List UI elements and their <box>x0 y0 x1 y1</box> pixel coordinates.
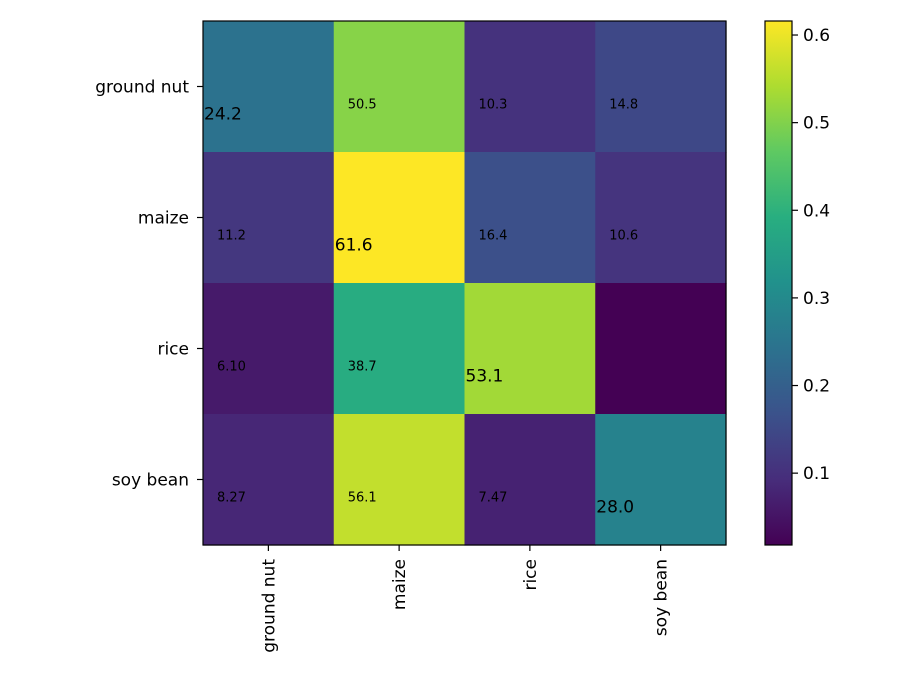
cell-value-label: 8.27 <box>217 491 246 506</box>
colorbar <box>764 20 793 546</box>
colorbar-axis: 0.1 0.2 0.3 0.4 0.5 0.6 <box>792 26 830 484</box>
cell-value-label: 6.10 <box>217 360 246 375</box>
heatmap-cell <box>203 283 335 415</box>
cell-value-label: 16.4 <box>479 229 508 244</box>
cell-value-label: 38.7 <box>348 360 377 375</box>
y-tick-label: ground nut <box>95 78 189 98</box>
heatmap-cell-labels: 24.2 50.5 10.3 14.8 11.2 61.6 16.4 10.6 6.10 38.7… <box>204 98 638 518</box>
colorbar-tick-label: 0.6 <box>803 26 830 46</box>
cell-value-label: 28.0 <box>596 498 634 518</box>
cell-value-label: 56.1 <box>348 491 377 506</box>
colorbar-tick-label: 0.5 <box>803 114 830 134</box>
heatmap-cell <box>333 414 466 546</box>
colorbar-tick-label: 0.2 <box>803 377 830 397</box>
heatmap-cell <box>203 414 335 546</box>
heatmap-cell <box>595 414 727 546</box>
cell-value-label: 10.6 <box>609 229 638 244</box>
heatmap-cell <box>464 283 596 415</box>
heatmap-cell <box>595 21 727 153</box>
y-tick-label: maize <box>138 209 189 229</box>
x-tick-label: rice <box>521 559 541 591</box>
cell-value-label: 14.8 <box>609 98 638 113</box>
heatmap-cells <box>203 21 727 546</box>
x-tick-label: ground nut <box>259 559 279 653</box>
heatmap-cell <box>464 414 596 546</box>
cell-value-label: 53.1 <box>466 367 504 387</box>
heatmap-cell <box>203 152 335 284</box>
heatmap-cell <box>595 283 727 415</box>
cell-value-label: 11.2 <box>217 229 246 244</box>
colorbar-tick-label: 0.4 <box>803 201 830 221</box>
heatmap-cell <box>333 21 466 153</box>
colorbar-tick-label: 0.3 <box>803 289 830 309</box>
heatmap-cell <box>595 152 727 284</box>
heatmap-cell <box>464 21 596 153</box>
cell-value-label: 50.5 <box>348 98 377 113</box>
x-axis: ground nut maize rice soy bean <box>259 545 672 653</box>
heatmap-cell <box>464 152 596 284</box>
plot-frame <box>202 20 727 546</box>
colorbar-tick-label: 0.1 <box>803 464 830 484</box>
cell-value-label: 61.6 <box>335 236 373 256</box>
heatmap-cell <box>203 21 335 153</box>
cell-value-label: 7.47 <box>479 491 508 506</box>
y-axis: ground nut maize rice soy bean <box>95 78 203 491</box>
y-tick-label: rice <box>157 340 189 360</box>
cell-value-label: 10.3 <box>479 98 508 113</box>
heatmap-cell <box>333 283 466 415</box>
heatmap-cell <box>333 152 466 284</box>
y-tick-label: soy bean <box>112 471 189 491</box>
cell-value-label: 24.2 <box>204 105 242 125</box>
x-tick-label: maize <box>390 559 410 610</box>
x-tick-label: soy bean <box>652 559 672 636</box>
